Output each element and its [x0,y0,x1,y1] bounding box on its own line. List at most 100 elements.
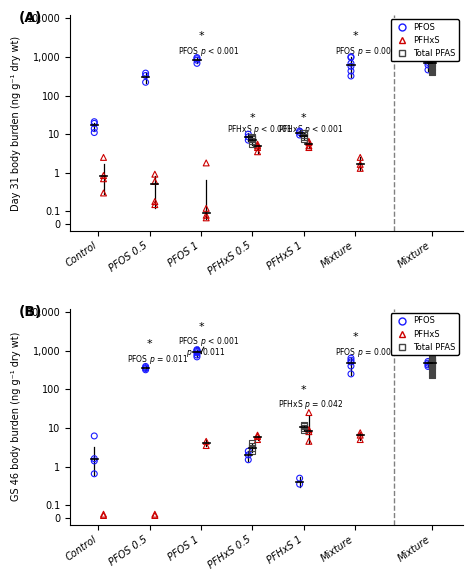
Point [202,158,210,168]
Point [300,130,308,140]
Point [296,130,303,140]
Point [193,54,201,63]
Text: *: * [147,339,153,349]
Point [142,364,149,373]
Point [428,370,436,379]
Point [151,511,159,520]
Point [300,422,308,431]
Y-axis label: Day 31 body burden (ng g⁻¹ dry wt): Day 31 body burden (ng g⁻¹ dry wt) [11,36,21,211]
Point [248,446,256,456]
Point [193,352,201,361]
Point [245,132,252,141]
Point [356,159,364,169]
Point [151,510,159,519]
Point [305,425,313,434]
Point [347,62,355,71]
Point [254,432,261,441]
Point [151,200,159,210]
Y-axis label: GS 46 body burden (ng g⁻¹ dry wt): GS 46 body burden (ng g⁻¹ dry wt) [11,332,21,502]
Point [296,474,303,483]
Point [91,119,98,128]
Point [193,346,201,355]
Text: *: * [301,385,307,395]
Point [356,431,364,440]
Point [151,177,159,186]
Legend: PFOS, PFHxS, Total PFAS: PFOS, PFHxS, Total PFAS [391,19,459,61]
Point [254,140,261,149]
Point [202,441,210,450]
Point [254,147,261,157]
Text: PFHxS $p$ < 0.001: PFHxS $p$ < 0.001 [278,123,344,136]
Text: *: * [352,332,358,342]
Point [100,189,107,198]
Point [100,510,107,519]
Text: PFOS $p$ < 0.001: PFOS $p$ < 0.001 [178,45,239,58]
Point [347,72,355,81]
Text: (B): (B) [19,304,43,319]
Point [424,362,432,371]
Point [305,436,313,446]
Point [424,359,432,368]
Point [142,365,149,374]
Point [428,55,436,65]
Point [347,361,355,371]
Point [245,136,252,145]
Text: $p$ = 0.011: $p$ = 0.011 [186,346,225,359]
Point [296,126,303,136]
Point [142,71,149,80]
Point [91,431,98,441]
Point [151,169,159,179]
Point [347,52,355,61]
Point [300,423,308,432]
Point [91,128,98,137]
Point [193,347,201,356]
Point [428,62,436,71]
Point [296,128,303,137]
Point [424,360,432,370]
Point [193,350,201,360]
Point [347,59,355,68]
Point [300,129,308,138]
Point [356,164,364,173]
Point [424,58,432,67]
Point [347,53,355,62]
Point [356,428,364,438]
Point [428,51,436,61]
Point [424,357,432,366]
Point [424,65,432,74]
Point [347,357,355,367]
Point [202,436,210,446]
Point [254,141,261,150]
Text: PFOS $p$ < 0.001: PFOS $p$ < 0.001 [178,335,239,348]
Point [142,362,149,371]
Point [428,359,436,368]
Point [193,53,201,62]
Point [347,353,355,363]
Point [305,137,313,146]
Text: *: * [250,113,255,123]
Point [305,143,313,152]
Point [193,59,201,68]
Point [428,58,436,68]
Point [248,443,256,453]
Point [202,204,210,213]
Point [347,356,355,365]
Point [305,427,313,436]
Text: (A): (A) [19,11,43,25]
Point [193,55,201,65]
Point [245,446,252,456]
Point [305,408,313,417]
Point [91,124,98,133]
Point [245,450,252,460]
Point [142,69,149,78]
Text: PFOS $p$ = 0.011: PFOS $p$ = 0.011 [127,353,188,365]
Point [428,54,436,63]
Point [248,133,256,143]
Point [428,355,436,364]
Text: PFOS $p$ = 0.003: PFOS $p$ = 0.003 [335,45,396,58]
Point [428,364,436,373]
Point [254,143,261,152]
Point [142,363,149,372]
Text: *: * [198,31,204,41]
Point [248,439,256,448]
